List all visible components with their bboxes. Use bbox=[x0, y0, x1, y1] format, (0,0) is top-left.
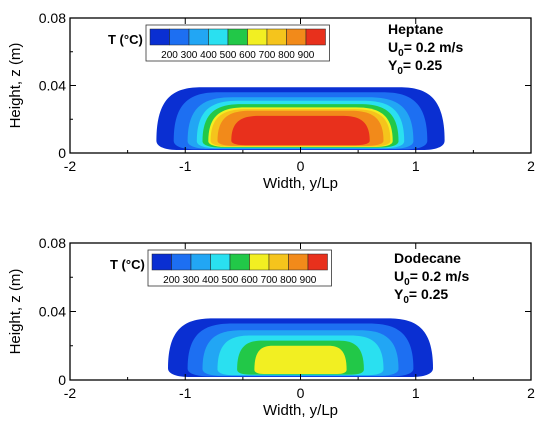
y-tick-label: 0 bbox=[58, 372, 66, 388]
legend-swatch bbox=[305, 28, 326, 46]
fuel-label: Heptane bbox=[388, 21, 443, 37]
legend-level-label: 400 bbox=[200, 50, 217, 61]
legend-level-label: 700 bbox=[261, 275, 278, 286]
fraction-label: Y0= 0.25 bbox=[388, 57, 442, 77]
legend-box bbox=[147, 249, 332, 287]
legend-swatch bbox=[229, 253, 250, 271]
legend-level-label: 800 bbox=[280, 275, 297, 286]
x-tick-label: 0 bbox=[297, 158, 305, 174]
legend-level-label: 500 bbox=[220, 50, 237, 61]
velocity-subscript: 0 bbox=[404, 277, 410, 288]
x-tick-label: 0 bbox=[297, 385, 305, 401]
legend-swatch bbox=[149, 28, 170, 46]
legend-swatch bbox=[266, 28, 287, 46]
y-tick-label: 0 bbox=[58, 145, 66, 161]
legend-title: T (°C) bbox=[110, 257, 145, 272]
fraction-value: = 0.25 bbox=[403, 57, 443, 73]
legend-level-label: 300 bbox=[183, 275, 200, 286]
contour-panel-1: -2 -1 0 1 2 0 0.04 0.08 Width, y/Lp Height, z (m)… bbox=[7, 10, 535, 192]
x-tick-label: 2 bbox=[527, 385, 535, 401]
legend-level-label: 200 bbox=[161, 50, 178, 61]
fraction-subscript: 0 bbox=[397, 66, 403, 77]
legend-level-label: 300 bbox=[181, 50, 198, 61]
legend-swatch bbox=[288, 253, 309, 271]
contour-panel-2: -2 -1 0 1 2 0 0.04 0.08 Width, y/Lp Height, z (m)… bbox=[7, 235, 535, 419]
x-tick-label: 1 bbox=[412, 385, 420, 401]
fraction-subscript: 0 bbox=[403, 295, 409, 306]
legend-level-label: 800 bbox=[278, 50, 295, 61]
fraction-symbol: Y bbox=[394, 286, 404, 302]
legend-box bbox=[145, 24, 330, 62]
legend-swatch bbox=[307, 253, 328, 271]
velocity-symbol: U bbox=[394, 268, 404, 284]
fraction-symbol: Y bbox=[388, 57, 398, 73]
x-tick-label: -2 bbox=[64, 385, 77, 401]
legend-swatch bbox=[210, 253, 231, 271]
legend-level-label: 500 bbox=[222, 275, 239, 286]
legend-level-label: 600 bbox=[241, 275, 258, 286]
velocity-subscript: 0 bbox=[398, 48, 404, 59]
temperature-legend: T (°C) 200 300 400 500 600 700 800 900 bbox=[110, 249, 332, 287]
legend-swatch bbox=[227, 28, 248, 46]
x-tick-label: -1 bbox=[179, 385, 192, 401]
y-tick-label: 0.08 bbox=[39, 235, 66, 251]
x-tick-label: 2 bbox=[527, 158, 535, 174]
y-tick-label: 0.04 bbox=[39, 78, 66, 94]
x-axis-label: Width, y/Lp bbox=[263, 402, 338, 419]
legend-swatch bbox=[151, 253, 172, 271]
velocity-label: U0= 0.2 m/s bbox=[388, 39, 463, 59]
contour-band bbox=[254, 345, 347, 374]
legend-swatch bbox=[249, 253, 270, 271]
y-axis-label: Height, z (m) bbox=[7, 269, 24, 355]
legend-swatch bbox=[208, 28, 229, 46]
fraction-value: = 0.25 bbox=[409, 286, 449, 302]
legend-level-label: 400 bbox=[202, 275, 219, 286]
x-axis-label: Width, y/Lp bbox=[263, 175, 338, 192]
y-tick-label: 0.08 bbox=[39, 10, 66, 26]
fuel-label: Dodecane bbox=[394, 250, 461, 266]
legend-level-label: 700 bbox=[259, 50, 276, 61]
x-tick-label: -1 bbox=[179, 158, 192, 174]
legend-swatch bbox=[268, 253, 289, 271]
fraction-label: Y0= 0.25 bbox=[394, 286, 448, 306]
legend-swatch bbox=[188, 28, 209, 46]
contour-band bbox=[231, 115, 370, 146]
legend-swatch bbox=[169, 28, 190, 46]
x-tick-label: -2 bbox=[64, 158, 77, 174]
velocity-label: U0= 0.2 m/s bbox=[394, 268, 469, 288]
legend-level-label: 200 bbox=[163, 275, 180, 286]
velocity-value: = 0.2 m/s bbox=[410, 268, 470, 284]
y-axis-label: Height, z (m) bbox=[7, 43, 24, 129]
y-tick-label: 0.04 bbox=[39, 304, 66, 320]
x-tick-label: 1 bbox=[412, 158, 420, 174]
legend-title: T (°C) bbox=[108, 32, 143, 47]
velocity-symbol: U bbox=[388, 39, 398, 55]
legend-level-label: 900 bbox=[300, 275, 317, 286]
velocity-value: = 0.2 m/s bbox=[404, 39, 464, 55]
legend-level-label: 900 bbox=[298, 50, 315, 61]
legend-swatch bbox=[286, 28, 307, 46]
legend-swatch bbox=[190, 253, 211, 271]
temperature-legend: T (°C) 200 300 400 500 600 700 800 900 bbox=[108, 24, 330, 62]
legend-swatch bbox=[171, 253, 192, 271]
legend-level-label: 600 bbox=[239, 50, 256, 61]
legend-swatch bbox=[247, 28, 268, 46]
